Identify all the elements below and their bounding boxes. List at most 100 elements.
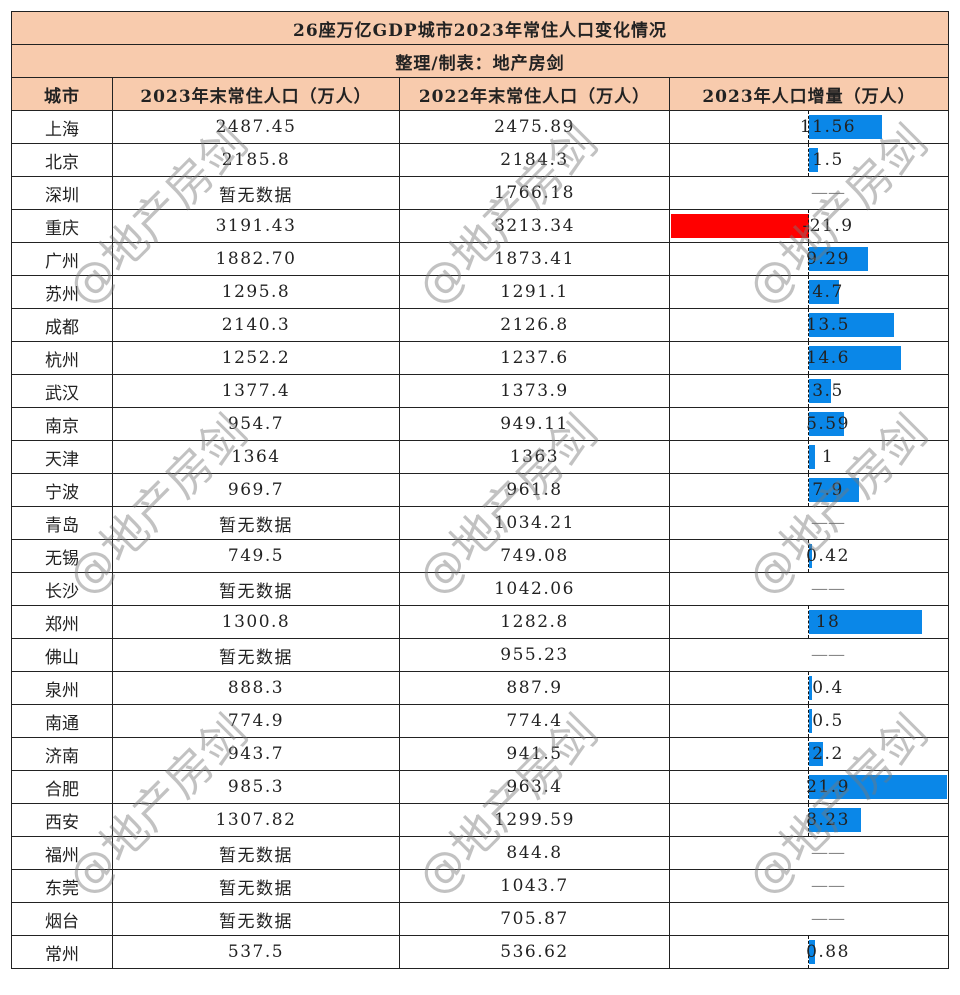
table-row: 常州 537.5 536.62 0.88 [11,935,950,969]
positive-data-bar [809,247,868,271]
increase-cell: 9.29 [668,242,950,276]
bar-axis-line [808,771,809,803]
pop2023-cell: 2185.8 [112,143,400,177]
pop2023-cell: 943.7 [112,737,400,771]
increase-cell: 21.9 [668,770,950,804]
city-cell: 南京 [11,407,113,441]
positive-data-bar [809,775,947,799]
city-cell: 重庆 [11,209,113,243]
increase-value: -21.9 [802,216,854,236]
table-row: 南京 954.7 949.11 5.59 [11,407,950,441]
pop2022-cell: 961.8 [399,473,670,507]
positive-data-bar [809,940,815,964]
table-row: 福州 暂无数据 844.8 —— [11,836,950,870]
increase-value: 2.2 [812,744,844,764]
pop2022-cell: 949.11 [399,407,670,441]
pop2023-cell: 749.5 [112,539,400,573]
pop2022-cell: 1043.7 [399,869,670,903]
pop2022-cell: 941.5 [399,737,670,771]
increase-cell: 8.23 [668,803,950,837]
increase-cell: 4.7 [668,275,950,309]
bar-axis-line [808,210,809,242]
bar-axis-line [808,738,809,770]
pop2022-cell: 955.23 [399,638,670,672]
positive-data-bar [809,379,831,403]
city-cell: 苏州 [11,275,113,309]
increase-value: 18 [815,612,841,632]
pop2023-cell: 537.5 [112,935,400,969]
increase-value: —— [811,645,845,665]
table-row: 杭州 1252.2 1237.6 14.6 [11,341,950,375]
city-cell: 东莞 [11,869,113,903]
column-header-row: 城市 2023年末常住人口（万人） 2022年末常住人口（万人） 2023年人口… [11,77,950,111]
city-cell: 广州 [11,242,113,276]
pop2023-cell: 774.9 [112,704,400,738]
positive-data-bar [809,445,815,469]
city-cell: 合肥 [11,770,113,804]
pop2023-cell: 2487.45 [112,110,400,144]
increase-cell: 1.5 [668,143,950,177]
positive-data-bar [809,280,839,304]
positive-data-bar [809,478,859,502]
pop2022-cell: 1363 [399,440,670,474]
positive-data-bar [809,676,812,700]
bar-axis-line [808,243,809,275]
table-row: 重庆 3191.43 3213.34 -21.9 [11,209,950,243]
positive-data-bar [809,313,894,337]
pop2023-cell: 暂无数据 [112,836,400,870]
increase-value: 9.29 [806,249,850,269]
pop2022-cell: 705.87 [399,902,670,936]
pop2023-cell: 1882.70 [112,242,400,276]
pop2022-cell: 2475.89 [399,110,670,144]
pop2023-cell: 1252.2 [112,341,400,375]
increase-value: —— [811,843,845,863]
city-cell: 无锡 [11,539,113,573]
increase-value: 13.5 [806,315,850,335]
table-row: 长沙 暂无数据 1042.06 —— [11,572,950,606]
pop2022-cell: 774.4 [399,704,670,738]
pop2023-cell: 954.7 [112,407,400,441]
city-cell: 武汉 [11,374,113,408]
bar-axis-line [808,540,809,572]
table-row: 青岛 暂无数据 1034.21 —— [11,506,950,540]
city-cell: 泉州 [11,671,113,705]
table-row: 合肥 985.3 963.4 21.9 [11,770,950,804]
increase-value: 1 [821,447,835,467]
increase-cell: —— [668,869,950,903]
column-header-pop2023: 2023年末常住人口（万人） [112,77,400,111]
positive-data-bar [809,148,818,172]
positive-data-bar [809,544,812,568]
increase-cell: 3.5 [668,374,950,408]
increase-value: 1.5 [812,150,844,170]
city-cell: 济南 [11,737,113,771]
table-row: 济南 943.7 941.5 2.2 [11,737,950,771]
table-row: 北京 2185.8 2184.3 1.5 [11,143,950,177]
increase-cell: 2.2 [668,737,950,771]
bar-axis-line [808,111,809,143]
bar-axis-line [808,309,809,341]
pop2023-cell: 1307.82 [112,803,400,837]
increase-cell: 14.6 [668,341,950,375]
city-cell: 烟台 [11,902,113,936]
pop2022-cell: 1042.06 [399,572,670,606]
table-title: 26座万亿GDP城市2023年常住人口变化情况 [10,11,950,45]
pop2022-cell: 887.9 [399,671,670,705]
table-row: 武汉 1377.4 1373.9 3.5 [11,374,950,408]
increase-value: 0.88 [806,942,850,962]
pop2022-cell: 1291.1 [399,275,670,309]
negative-data-bar [671,214,809,238]
table-row: 西安 1307.82 1299.59 8.23 [11,803,950,837]
increase-cell: —— [668,638,950,672]
table-row: 宁波 969.7 961.8 7.9 [11,473,950,507]
city-cell: 长沙 [11,572,113,606]
table-row: 深圳 暂无数据 1766.18 —— [11,176,950,210]
city-cell: 西安 [11,803,113,837]
positive-data-bar [809,412,844,436]
table-row: 广州 1882.70 1873.41 9.29 [11,242,950,276]
increase-cell: -21.9 [668,209,950,243]
increase-cell: —— [668,506,950,540]
increase-cell: 5.59 [668,407,950,441]
table-row: 天津 1364 1363 1 [11,440,950,474]
increase-value: —— [811,876,845,896]
pop2022-cell: 2126.8 [399,308,670,342]
